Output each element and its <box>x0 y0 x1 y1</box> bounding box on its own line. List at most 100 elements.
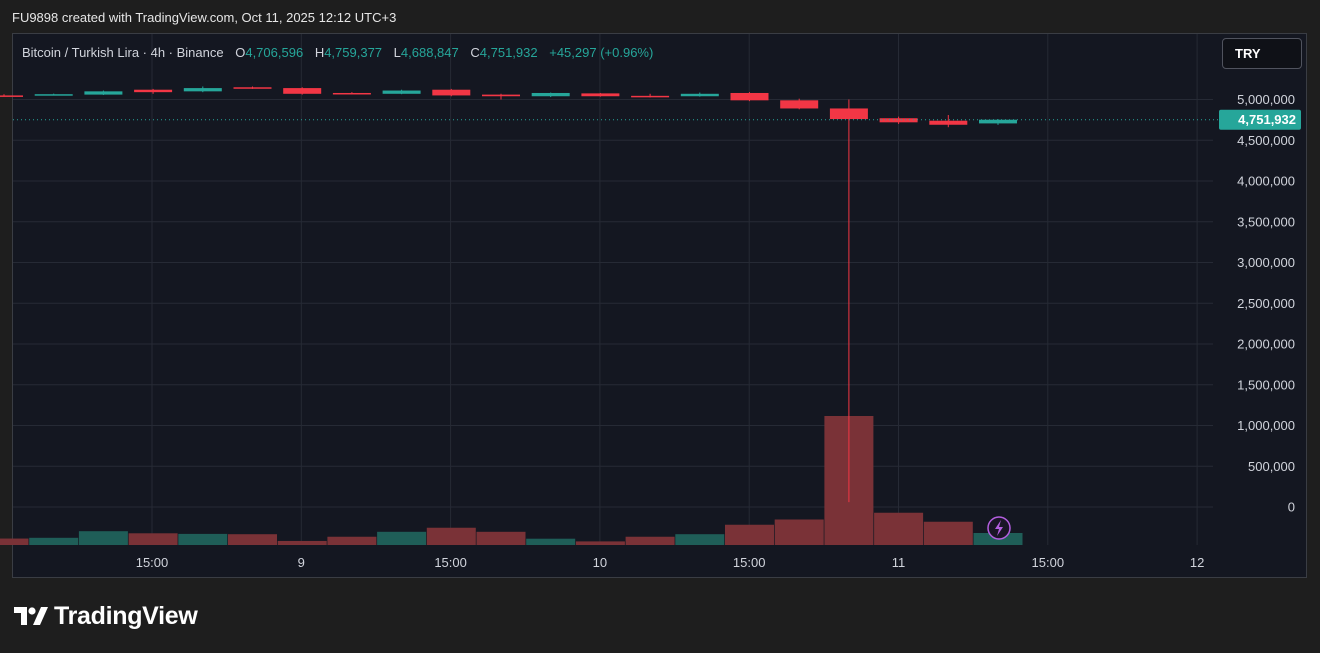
currency-button[interactable]: TRY <box>1222 38 1302 69</box>
candle[interactable] <box>879 116 918 124</box>
candle-body <box>382 90 421 94</box>
last-price-tag <box>1219 109 1301 130</box>
candle[interactable] <box>332 92 371 95</box>
volume-bar <box>377 531 427 545</box>
change-value: +45,297 (+0.96%) <box>549 45 654 60</box>
volume-bar <box>78 531 128 545</box>
candle[interactable] <box>730 92 769 102</box>
candle-body <box>183 88 222 92</box>
volume-bar <box>327 536 377 545</box>
low-label: L <box>393 45 401 60</box>
high-value: 4,759,377 <box>324 45 383 60</box>
candle[interactable] <box>531 92 570 98</box>
volume-bar <box>675 534 725 545</box>
candle[interactable] <box>0 94 23 97</box>
tradingview-logo-text: TradingView <box>54 601 198 630</box>
x-tick-label: 15:00 <box>1032 555 1065 570</box>
symbol-legend: Bitcoin / Turkish Lira · 4h · Binance O4… <box>22 45 653 60</box>
volume-bar <box>526 538 576 545</box>
candle-body <box>482 94 520 97</box>
candle-body <box>134 89 173 93</box>
candle-body <box>531 92 570 97</box>
volume-bar <box>575 541 625 545</box>
close-value: 4,751,932 <box>479 45 538 60</box>
candle-body <box>979 119 1017 124</box>
volume-bar <box>178 533 228 545</box>
x-tick-label: 11 <box>892 555 906 570</box>
y-tick-label: 0 <box>1288 500 1295 515</box>
candle-body <box>631 95 670 98</box>
open-value: 4,706,596 <box>245 45 304 60</box>
y-tick-label: 1,500,000 <box>1237 377 1295 392</box>
last-price-label: 4,751,932 <box>1238 112 1296 127</box>
y-tick-label: 2,000,000 <box>1237 337 1295 352</box>
candle-body <box>780 100 819 109</box>
y-tick-label: 4,000,000 <box>1237 174 1295 189</box>
volume-bar <box>476 531 526 545</box>
candle[interactable] <box>183 86 222 93</box>
y-tick-label: 3,000,000 <box>1237 255 1295 270</box>
candle[interactable] <box>382 89 421 95</box>
volume-bar <box>0 538 29 545</box>
lightning-icon[interactable] <box>987 516 1011 540</box>
candle-body <box>730 92 769 101</box>
x-tick-label: 15:00 <box>434 555 467 570</box>
x-tick-label: 15:00 <box>136 555 169 570</box>
y-tick-label: 3,500,000 <box>1237 214 1295 229</box>
x-tick-label: 10 <box>593 555 607 570</box>
x-tick-label: 9 <box>298 555 305 570</box>
high-label: H <box>314 45 325 60</box>
tradingview-logo-icon <box>14 607 48 625</box>
x-tick-label: 12 <box>1190 555 1204 570</box>
volume-bar <box>277 540 327 545</box>
volume-bar <box>228 534 277 545</box>
candle-body <box>0 95 23 97</box>
volume-bar <box>29 537 79 545</box>
chart-panel[interactable] <box>12 33 1307 578</box>
candle[interactable] <box>780 98 819 110</box>
y-tick-label: 1,000,000 <box>1237 418 1295 433</box>
volume-bar <box>874 512 924 545</box>
volume-bar <box>625 536 675 545</box>
volume-bar <box>426 527 476 545</box>
volume-bar <box>725 524 774 545</box>
candle[interactable] <box>581 92 620 97</box>
candle[interactable] <box>929 114 968 128</box>
candle[interactable] <box>631 93 670 98</box>
candle-body <box>283 88 322 94</box>
candle[interactable] <box>134 88 173 94</box>
volume-bar <box>923 521 973 545</box>
candle-body <box>332 92 371 95</box>
tradingview-logo[interactable]: TradingView <box>14 600 198 632</box>
candle-body <box>680 93 719 97</box>
candle[interactable] <box>283 87 322 95</box>
candle-body <box>84 91 123 95</box>
candle[interactable] <box>233 86 272 89</box>
y-tick-label: 500,000 <box>1248 459 1295 474</box>
y-tick-label: 5,000,000 <box>1237 92 1295 107</box>
candle[interactable] <box>432 88 471 97</box>
candle-body <box>233 87 272 89</box>
candle[interactable] <box>84 90 123 96</box>
chart-credit: FU9898 created with TradingView.com, Oct… <box>12 10 397 25</box>
y-tick-label: 4,500,000 <box>1237 133 1295 148</box>
candle[interactable] <box>482 93 520 100</box>
y-tick-label: 2,500,000 <box>1237 296 1295 311</box>
volume-bar <box>128 533 178 545</box>
close-label: C <box>470 45 480 60</box>
x-tick-label: 15:00 <box>733 555 766 570</box>
candle[interactable] <box>34 93 73 96</box>
open-label: O <box>235 45 246 60</box>
candle-body <box>581 93 620 97</box>
low-value: 4,688,847 <box>400 45 459 60</box>
candle-body <box>879 118 918 123</box>
candle[interactable] <box>829 99 868 503</box>
symbol-title[interactable]: Bitcoin / Turkish Lira · 4h · Binance <box>22 45 224 60</box>
volume-bar <box>774 519 824 545</box>
candle-body <box>829 108 868 120</box>
candle[interactable] <box>680 92 719 97</box>
candle-body <box>34 94 73 96</box>
candle-body <box>929 120 968 125</box>
candle-body <box>432 89 471 96</box>
